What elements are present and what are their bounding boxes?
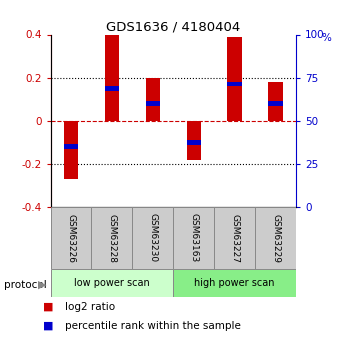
Bar (146, 78, 160, 121)
Bar (269, 101, 283, 106)
Text: log2 ratio: log2 ratio (65, 302, 115, 312)
Text: GSM63163: GSM63163 (189, 214, 198, 263)
Bar (64, 144, 78, 149)
FancyBboxPatch shape (91, 207, 132, 269)
Text: ▶: ▶ (38, 280, 47, 289)
Text: GSM63228: GSM63228 (108, 214, 116, 263)
Text: %: % (321, 33, 331, 43)
Text: GSM63229: GSM63229 (271, 214, 280, 263)
Bar (187, 121, 201, 159)
Bar (105, 86, 119, 91)
Text: GSM63227: GSM63227 (230, 214, 239, 263)
Text: ■: ■ (43, 321, 54, 331)
Text: GSM63230: GSM63230 (148, 214, 157, 263)
Title: GDS1636 / 4180404: GDS1636 / 4180404 (106, 20, 240, 33)
Bar (227, 37, 242, 121)
Text: ■: ■ (43, 302, 54, 312)
Bar (105, 34, 119, 121)
FancyBboxPatch shape (132, 207, 173, 269)
Bar (64, 121, 78, 179)
Text: protocol: protocol (4, 280, 46, 289)
Bar (227, 82, 242, 87)
Bar (146, 101, 160, 106)
Text: GSM63226: GSM63226 (66, 214, 75, 263)
Bar (187, 140, 201, 145)
Text: percentile rank within the sample: percentile rank within the sample (65, 321, 241, 331)
FancyBboxPatch shape (214, 207, 255, 269)
FancyBboxPatch shape (173, 207, 214, 269)
FancyBboxPatch shape (51, 207, 91, 269)
FancyBboxPatch shape (51, 269, 173, 297)
Text: low power scan: low power scan (74, 278, 150, 288)
FancyBboxPatch shape (255, 207, 296, 269)
Bar (269, 82, 283, 121)
FancyBboxPatch shape (173, 269, 296, 297)
Text: high power scan: high power scan (195, 278, 275, 288)
